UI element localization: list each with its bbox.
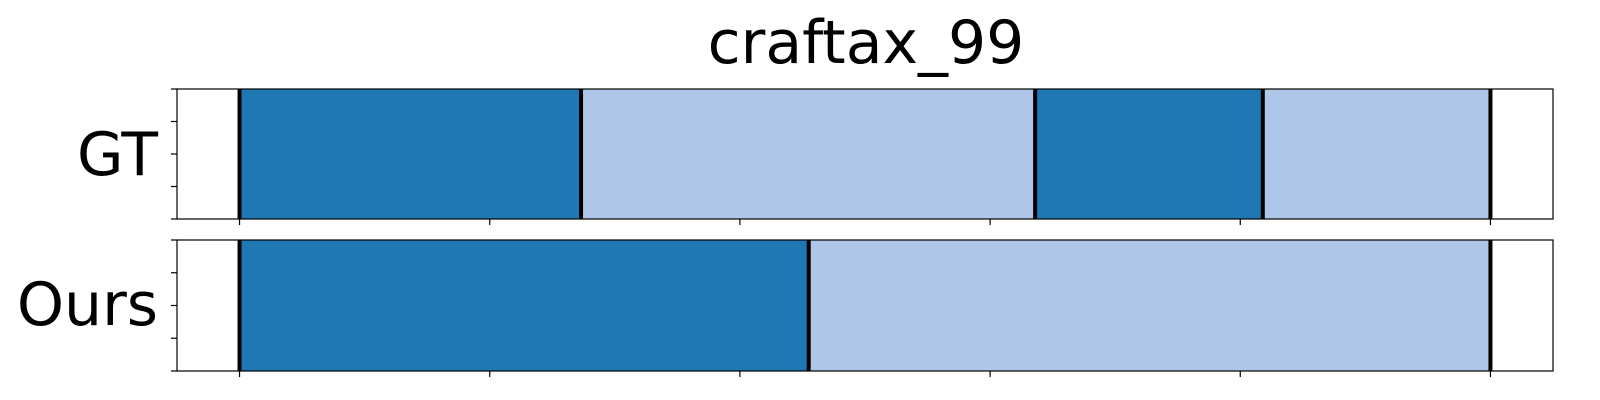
segment-gt-0 (239, 89, 582, 219)
segment-ours-0 (239, 240, 809, 371)
row-label-ours: Ours (17, 270, 158, 340)
row-label-gt: GT (77, 120, 158, 190)
segment-gt-3 (1262, 89, 1491, 219)
segment-gt-2 (1035, 89, 1263, 219)
segment-ours-1 (808, 240, 1491, 371)
segment-gt-1 (581, 89, 1036, 219)
chart-rows: GT Ours (17, 88, 1554, 377)
chart-title: craftax_99 (708, 8, 1025, 78)
